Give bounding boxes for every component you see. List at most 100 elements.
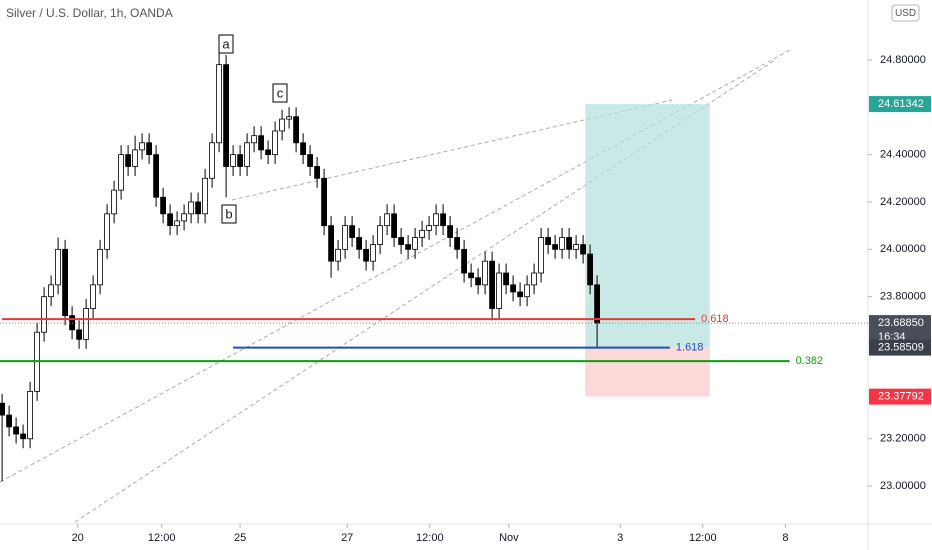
candle-body [139, 142, 146, 151]
candle-body [104, 213, 110, 250]
fib-level-label: 1.618 [676, 342, 704, 354]
candle-body [195, 201, 202, 215]
candle-body [559, 237, 565, 250]
candle-body [13, 426, 19, 435]
candle-body [6, 414, 12, 428]
candle-body [461, 248, 468, 274]
candle-body [342, 225, 349, 250]
y-tick-label: 24.80000 [880, 54, 926, 66]
candle-body [265, 149, 272, 156]
price-label: 23.37792 [878, 391, 924, 403]
candle-body [482, 260, 489, 286]
price-label-bg [869, 96, 931, 113]
candle-body [538, 237, 544, 274]
candle-body [580, 244, 586, 255]
x-tick-label: 8 [782, 532, 788, 544]
target-zone [585, 104, 710, 348]
x-tick-label: 12:00 [148, 532, 176, 544]
candle-body [55, 248, 61, 286]
candle-body [468, 272, 475, 279]
candle-body [146, 142, 153, 156]
fib-level-label: 0.382 [796, 355, 824, 367]
currency[interactable]: USD [895, 8, 916, 19]
candle-body [454, 237, 461, 250]
wave-label: b [225, 206, 232, 221]
candle-body [83, 308, 89, 340]
candle-body [181, 213, 188, 222]
candle-body [48, 284, 54, 298]
candle-body [363, 248, 370, 262]
candle-body [321, 177, 328, 227]
wave-label-box [221, 204, 237, 224]
candle-body [41, 296, 47, 333]
candle-body [300, 142, 307, 156]
stop-zone [585, 347, 710, 397]
y-tick-label: 23.20000 [880, 433, 926, 445]
candle-body [174, 220, 181, 227]
candle-body [258, 135, 265, 151]
candle-body [97, 248, 103, 286]
candle-body [517, 291, 523, 298]
candle-body [307, 154, 314, 167]
candle-body [412, 237, 419, 250]
candle-body [20, 433, 27, 440]
candle-body [405, 244, 412, 250]
candle-body [503, 272, 510, 286]
candle-body [251, 135, 258, 144]
wave-label-box [272, 83, 288, 103]
candle-body [398, 237, 405, 245]
candle-body [62, 248, 68, 317]
candle-body [188, 201, 195, 215]
candle-body [209, 142, 216, 179]
candle-body [573, 244, 579, 250]
wave-label: c [277, 85, 284, 100]
wave-label-box [218, 34, 234, 54]
price-label: 24.61342 [878, 98, 924, 110]
candle-body [125, 154, 131, 167]
candle-body [566, 237, 572, 250]
candle-body [489, 260, 496, 309]
candle-body [0, 402, 6, 416]
candle-body [510, 284, 517, 293]
y-tick-label: 24.20000 [880, 196, 926, 208]
candle-body [328, 225, 335, 262]
price-label-bg [869, 339, 931, 356]
candle-body [356, 237, 363, 250]
candle-body [272, 130, 279, 156]
price-label: 23.58509 [878, 341, 924, 353]
y-tick-label: 23.00000 [880, 480, 926, 492]
candle-body [27, 391, 34, 440]
fib-level-label: 0.618 [701, 313, 729, 325]
candle-body [279, 118, 286, 132]
candle-body [552, 244, 558, 250]
candle-body [384, 213, 391, 227]
candle-body [377, 225, 384, 245]
candle-body [160, 196, 167, 215]
candle-body [524, 284, 530, 298]
candle-body [447, 225, 454, 238]
candle-body [111, 189, 117, 215]
candle-body [335, 248, 342, 262]
candle-body [216, 64, 223, 144]
candle-body [391, 213, 398, 238]
y-tick-label: 24.40000 [880, 149, 926, 161]
candle-body [132, 149, 139, 167]
x-tick-label: 3 [617, 532, 623, 544]
currency-badge[interactable] [891, 4, 920, 22]
candle-body [230, 154, 237, 167]
trend-line [231, 99, 673, 201]
candle-body [594, 284, 600, 324]
candle-body [202, 177, 209, 215]
candle-body [426, 225, 433, 231]
candle-body [496, 272, 503, 309]
x-tick-label: 20 [72, 532, 84, 544]
candle-body [76, 329, 82, 340]
candle-body [440, 213, 447, 227]
chart-title: Silver / U.S. Dollar, 1h, OANDA [6, 6, 173, 20]
x-tick-label: 25 [234, 532, 246, 544]
wave-label: a [222, 36, 230, 51]
candle-body [545, 237, 551, 245]
candle-body [167, 213, 174, 227]
candle-body [419, 229, 426, 238]
